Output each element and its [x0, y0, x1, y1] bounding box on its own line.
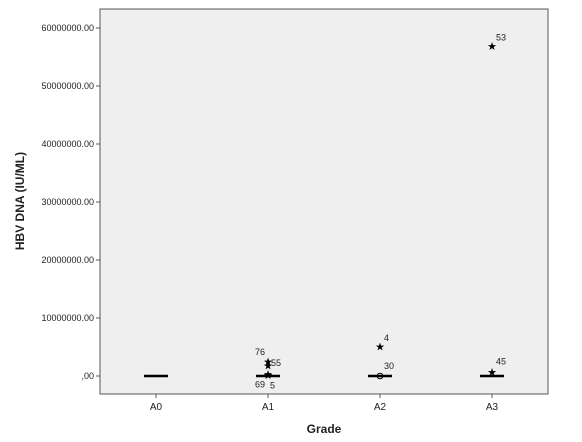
- outlier-star: ★: [487, 40, 497, 53]
- outlier-label: 4: [384, 333, 389, 343]
- outlier-star: ★: [263, 368, 273, 381]
- y-axis-title: HBV DNA (IU/ML): [13, 152, 27, 250]
- x-tick-label: A2: [374, 402, 387, 413]
- y-tick-label: 40000000.00: [41, 139, 94, 149]
- outlier-star: ★: [263, 360, 273, 373]
- x-tick-label: A1: [262, 402, 275, 413]
- outlier-star: ★: [487, 366, 497, 379]
- plot-area: [99, 8, 549, 395]
- x-axis-title: Grade: [307, 422, 342, 436]
- x-tick-label: A0: [150, 402, 163, 413]
- y-tick-label: 20000000.00: [41, 255, 94, 265]
- outlier-star: ★: [263, 356, 273, 369]
- outlier-label: 55: [271, 358, 281, 368]
- outlier-label: 53: [496, 33, 506, 43]
- outlier-label: 30: [384, 361, 394, 371]
- y-tick-label: ,00: [81, 371, 94, 381]
- y-tick-label: 10000000.00: [41, 313, 94, 323]
- outlier-star: ★: [375, 341, 385, 354]
- outlier-label: 69: [255, 379, 265, 389]
- outlier-label: 45: [496, 357, 506, 367]
- y-tick-label: 30000000.00: [41, 197, 94, 207]
- y-tick-label: 60000000.00: [41, 23, 94, 33]
- x-tick-label: A3: [486, 402, 499, 413]
- y-tick-label: 50000000.00: [41, 81, 94, 91]
- outlier-circle: [376, 372, 384, 380]
- outlier-label: 5: [270, 380, 275, 390]
- outlier-label: 76: [255, 347, 265, 357]
- outlier-star: ★: [263, 369, 273, 382]
